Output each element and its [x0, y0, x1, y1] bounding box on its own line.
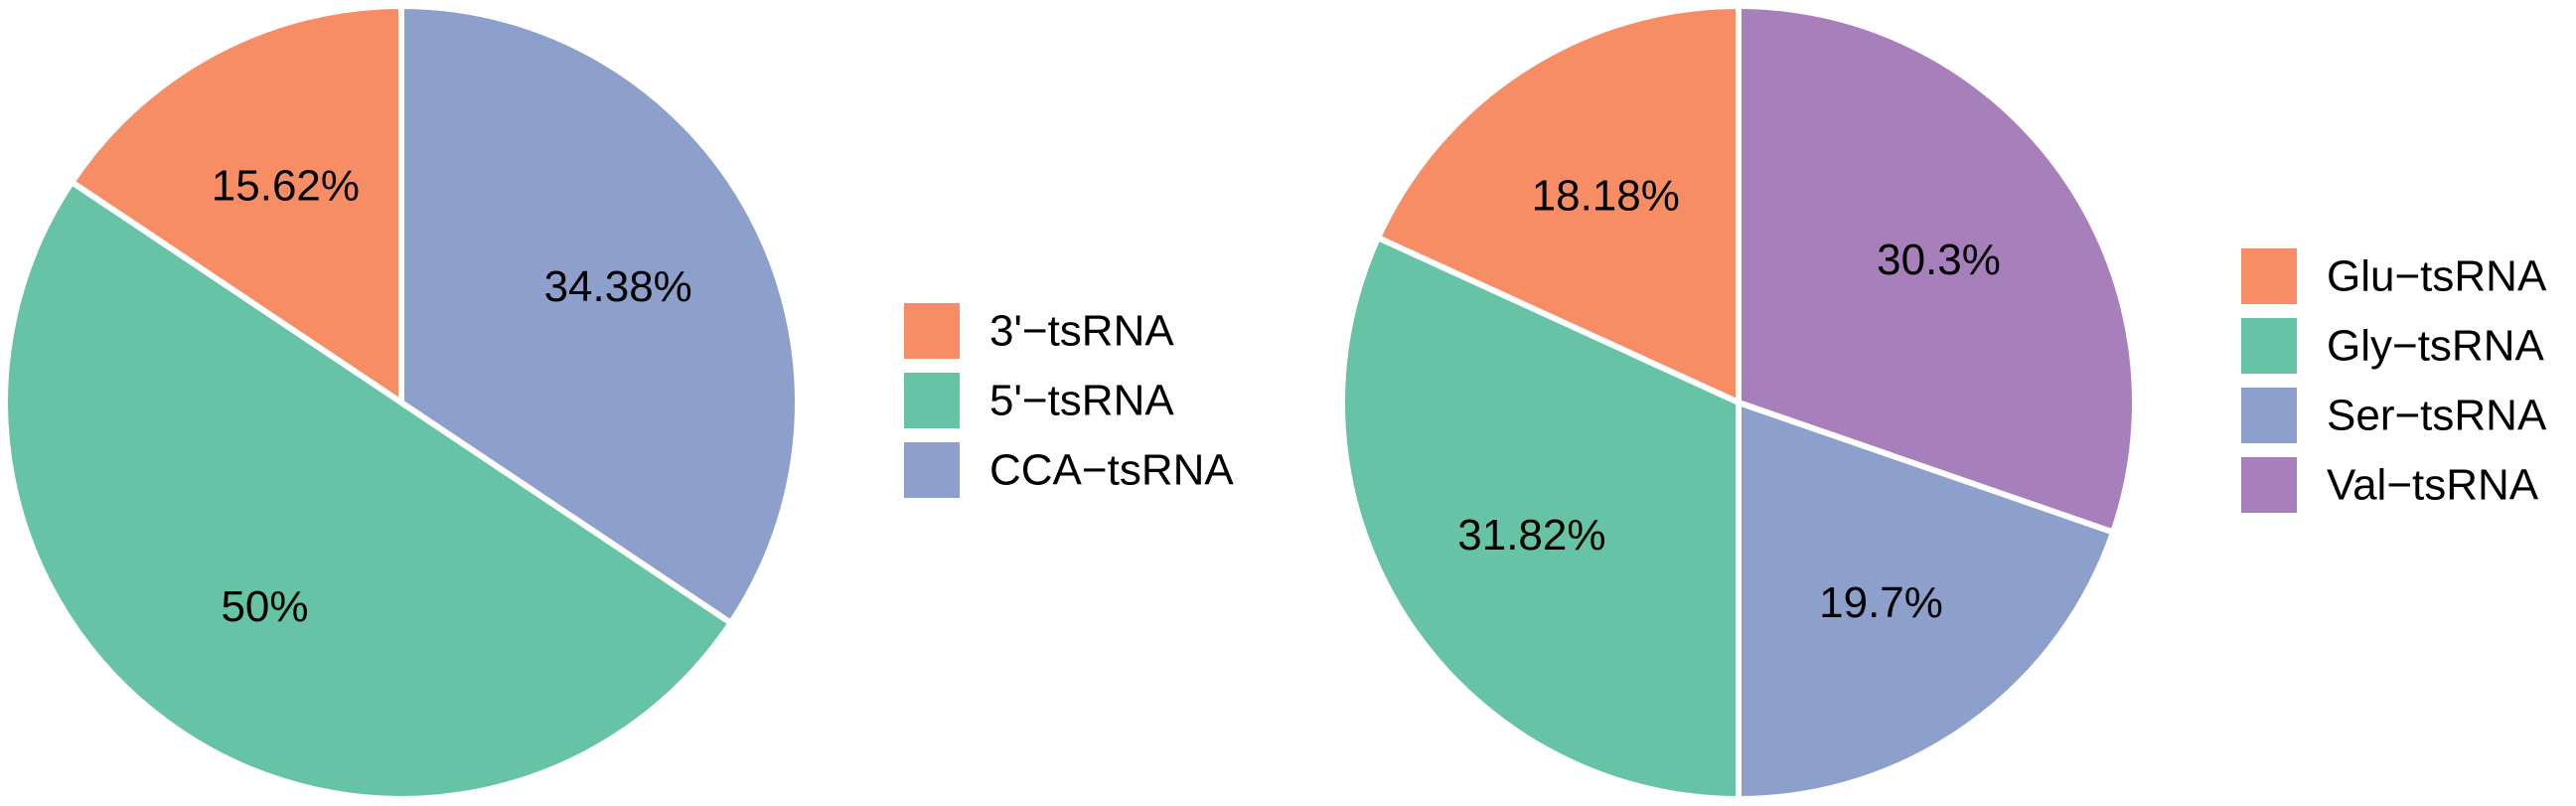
slice-label-val-tsrna: 30.3%	[1877, 236, 2001, 284]
slice-label-3-tsrna: 15.62%	[212, 161, 360, 210]
pie-slice-glu-tsrna	[1375, 3, 1742, 405]
legend-tsrna-types: 3'−tsRNA 5'−tsRNA CCA−tsRNA	[904, 303, 1234, 498]
legend-label-3-tsrna: 3'−tsRNA	[989, 307, 1174, 356]
legend-swatch-3-tsrna	[904, 303, 960, 359]
legend-label-cca-tsrna: CCA−tsRNA	[989, 446, 1234, 495]
slice-label-ser-tsrna: 19.7%	[1819, 578, 1943, 627]
legend-label-val-tsrna: Val−tsRNA	[2327, 461, 2539, 510]
legend-swatch-val-tsrna	[2241, 457, 2297, 513]
pie-chart-tsrna-types: 15.62% 50% 34.38%	[2, 3, 801, 802]
legend-swatch-glu-tsrna	[2241, 248, 2297, 304]
pie-slice-5-tsrna	[2, 179, 734, 802]
legend-swatch-5-tsrna	[904, 373, 960, 428]
legend-label-gly-tsrna: Gly−tsRNA	[2327, 322, 2544, 371]
legend-amino-acid-tsrna: Glu−tsRNA Gly−tsRNA Ser−tsRNA Val−tsRNA	[2241, 248, 2547, 513]
pie-slice-val-tsrna	[1736, 3, 2138, 536]
pie-chart-amino-acid-tsrna: 18.18% 31.82% 19.7% 30.3%	[1339, 3, 2138, 802]
slice-label-gly-tsrna: 31.82%	[1457, 511, 1605, 560]
pie-slice-3-tsrna	[69, 3, 404, 405]
legend-swatch-cca-tsrna	[904, 442, 960, 498]
pie-slice-gly-tsrna	[1339, 235, 1742, 802]
slice-label-5-tsrna: 50%	[221, 582, 308, 631]
legend-label-glu-tsrna: Glu−tsRNA	[2327, 252, 2547, 301]
pie-slice-cca-tsrna	[398, 3, 801, 626]
legend-swatch-gly-tsrna	[2241, 318, 2297, 374]
slice-label-cca-tsrna: 34.38%	[544, 262, 692, 311]
slice-label-glu-tsrna: 18.18%	[1532, 171, 1680, 220]
legend-label-5-tsrna: 5'−tsRNA	[989, 377, 1174, 425]
legend-swatch-ser-tsrna	[2241, 388, 2297, 443]
legend-label-ser-tsrna: Ser−tsRNA	[2327, 392, 2547, 440]
